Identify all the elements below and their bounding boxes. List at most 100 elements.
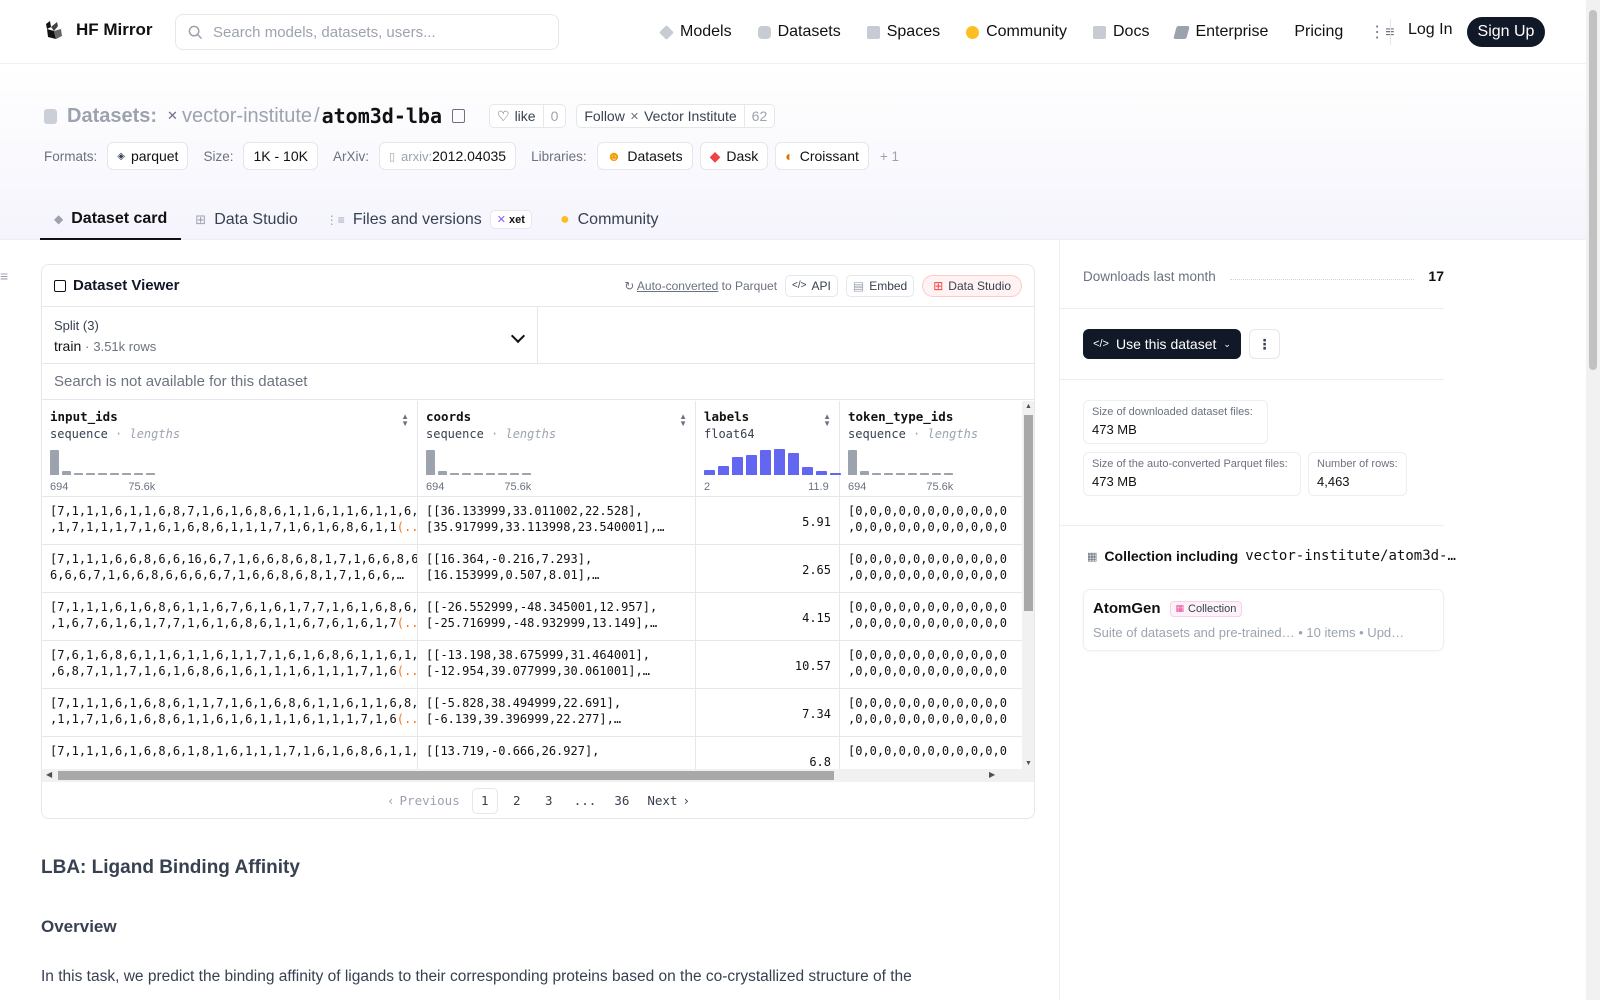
library-dask-chip[interactable]: ◆ Dask bbox=[699, 142, 769, 170]
histogram-bar[interactable] bbox=[872, 473, 881, 475]
histogram-bar[interactable] bbox=[146, 473, 155, 475]
next-page-button[interactable]: Next › bbox=[647, 793, 691, 808]
table-cell[interactable]: [7,6,1,6,8,6,1,1,6,1,1,6,1,1,7,1,6,1,6,8… bbox=[42, 641, 417, 689]
nav-models[interactable]: Models bbox=[659, 20, 732, 44]
table-cell[interactable]: 6.8 bbox=[696, 737, 839, 769]
histogram-bar[interactable] bbox=[774, 449, 785, 475]
histogram-bar[interactable] bbox=[896, 473, 905, 475]
library-datasets-chip[interactable]: ☻ Datasets bbox=[596, 142, 693, 170]
data-studio-button[interactable]: ⊞ Data Studio bbox=[922, 274, 1022, 297]
histogram-bar[interactable] bbox=[462, 473, 471, 475]
table-cell[interactable]: [[-26.552999,-48.345001,12.957], [-25.716… bbox=[418, 593, 695, 641]
page-36[interactable]: 36 bbox=[614, 793, 630, 808]
signup-button[interactable]: Sign Up bbox=[1467, 17, 1545, 47]
scroll-right-icon[interactable]: ▶ bbox=[989, 770, 996, 779]
tab-files[interactable]: ⋮≡ Files and versions ✕ xet bbox=[312, 199, 546, 240]
tab-data-studio[interactable]: ⊞ Data Studio bbox=[195, 210, 298, 228]
prev-page-button[interactable]: ‹ Previous bbox=[386, 793, 460, 808]
histogram-bar[interactable] bbox=[802, 467, 813, 475]
histogram-bar[interactable] bbox=[486, 473, 495, 475]
sort-icon[interactable]: ▲ ▼ bbox=[823, 412, 831, 428]
histogram-bar[interactable] bbox=[884, 473, 893, 475]
nav-enterprise[interactable]: Enterprise bbox=[1173, 20, 1268, 44]
search-input[interactable] bbox=[213, 23, 533, 41]
histogram-bar[interactable] bbox=[474, 473, 483, 475]
table-cell[interactable]: [7,1,1,1,6,1,6,8,6,1,1,7,1,6,1,6,8,6,1,1… bbox=[42, 689, 417, 737]
table-cell[interactable]: 4.15 bbox=[696, 593, 839, 641]
auto-converted-link[interactable]: Auto-converted bbox=[636, 278, 719, 293]
library-croissant-chip[interactable]: ◐ Croissant bbox=[775, 142, 869, 170]
column-header[interactable]: coords sequence · lengths ▲ ▼ 694 75.6k bbox=[418, 401, 695, 497]
histogram-bar[interactable] bbox=[438, 471, 447, 475]
like-button[interactable]: ♡ like 0 bbox=[489, 104, 567, 128]
nav-spaces[interactable]: Spaces bbox=[866, 20, 940, 44]
expand-ellipsis[interactable]: (...) bbox=[396, 616, 417, 630]
more-menu-icon[interactable]: ⋮≡ bbox=[1369, 24, 1395, 41]
table-cell[interactable]: [[-13.198,38.675999,31.464001], [-12.954,… bbox=[418, 641, 695, 689]
table-cell[interactable]: 5.91 bbox=[696, 497, 839, 545]
histogram-bar[interactable] bbox=[110, 473, 119, 475]
login-link[interactable]: Log In bbox=[1408, 21, 1453, 38]
expand-ellipsis[interactable]: (...) bbox=[396, 712, 417, 726]
histogram-bar[interactable] bbox=[860, 471, 869, 475]
table-cell[interactable]: [0,0,0,0,0,0,0,0,0,0,0 bbox=[840, 737, 1022, 769]
column-histogram[interactable] bbox=[50, 449, 155, 475]
histogram-bar[interactable] bbox=[830, 473, 841, 475]
api-button[interactable]: </> API bbox=[785, 274, 838, 297]
tab-community[interactable]: ● Community bbox=[559, 210, 659, 228]
format-chip[interactable]: ◈ parquet bbox=[107, 142, 189, 170]
scroll-down-icon[interactable]: ▼ bbox=[1025, 760, 1032, 767]
search-box[interactable] bbox=[175, 14, 559, 50]
collection-card[interactable]: AtomGen ▦ Collection Suite of datasets and… bbox=[1083, 589, 1444, 651]
scroll-left-icon[interactable]: ◀ bbox=[46, 770, 53, 779]
table-horizontal-scrollbar[interactable]: ◀ ▶ bbox=[42, 769, 1034, 782]
histogram-bar[interactable] bbox=[718, 466, 729, 475]
table-cell[interactable]: [7,1,1,1,6,6,8,6,6,16,6,7,1,6,6,8,6,8,1,… bbox=[42, 545, 417, 593]
nav-community[interactable]: Community bbox=[966, 20, 1067, 44]
nav-docs[interactable]: Docs bbox=[1093, 20, 1149, 44]
histogram-bar[interactable] bbox=[74, 473, 83, 475]
table-cell[interactable]: [[36.133999,33.011002,22.528], [35.917999… bbox=[418, 497, 695, 545]
histogram-bar[interactable] bbox=[760, 450, 771, 475]
split-select[interactable]: Split (3) train · 3.51k rows bbox=[42, 307, 538, 363]
histogram-bar[interactable] bbox=[62, 471, 71, 475]
more-options-button[interactable]: ⋮ bbox=[1249, 329, 1280, 359]
histogram-bar[interactable] bbox=[746, 455, 757, 475]
nav-pricing[interactable]: Pricing bbox=[1294, 23, 1344, 40]
column-histogram[interactable] bbox=[426, 449, 531, 475]
size-chip[interactable]: 1K - 10K bbox=[243, 142, 318, 170]
table-vertical-scrollbar[interactable]: ▲ ▼ bbox=[1022, 401, 1034, 769]
column-header[interactable]: labels float64 ▲ ▼ 2 11.9 bbox=[696, 401, 841, 497]
embed-button[interactable]: ▤ Embed bbox=[845, 274, 915, 297]
histogram-bar[interactable] bbox=[920, 473, 929, 475]
table-cell[interactable]: [[16.364,-0.216,7.293], [16.153999,0.507,… bbox=[418, 545, 695, 593]
histogram-bar[interactable] bbox=[134, 473, 143, 475]
nav-datasets[interactable]: Datasets bbox=[757, 20, 841, 44]
histogram-bar[interactable] bbox=[788, 453, 799, 475]
histogram-bar[interactable] bbox=[86, 473, 95, 475]
more-libraries[interactable]: + 1 bbox=[879, 148, 900, 164]
column-histogram[interactable] bbox=[848, 449, 953, 475]
table-cell[interactable]: [0,0,0,0,0,0,0,0,0,0,0,0,0,0,0,0,0,0,0,0… bbox=[840, 545, 1022, 593]
scroll-up-icon[interactable]: ▲ bbox=[1025, 403, 1032, 410]
table-cell[interactable]: 7.34 bbox=[696, 689, 839, 737]
histogram-bar[interactable] bbox=[932, 473, 941, 475]
sidebar-toggle-icon[interactable]: ≡ bbox=[0, 268, 9, 284]
brand[interactable]: HF Mirror bbox=[42, 18, 153, 42]
table-cell[interactable]: [7,1,1,1,6,1,1,6,8,7,1,6,1,6,8,6,1,1,6,1… bbox=[42, 497, 417, 545]
follow-button[interactable]: Follow ✕ Vector Institute 62 bbox=[576, 104, 776, 128]
table-cell[interactable]: 10.57 bbox=[696, 641, 839, 689]
histogram-bar[interactable] bbox=[522, 473, 531, 475]
histogram-bar[interactable] bbox=[732, 457, 743, 475]
column-histogram[interactable] bbox=[704, 449, 841, 475]
histogram-bar[interactable] bbox=[816, 471, 827, 475]
page-1[interactable]: 1 bbox=[471, 787, 498, 814]
histogram-bar[interactable] bbox=[450, 473, 459, 475]
histogram-bar[interactable] bbox=[908, 473, 917, 475]
histogram-bar[interactable] bbox=[510, 473, 519, 475]
histogram-bar[interactable] bbox=[426, 450, 435, 475]
table-cell[interactable]: [7,1,1,1,6,1,6,8,6,1,1,6,7,6,1,6,1,7,7,1… bbox=[42, 593, 417, 641]
histogram-bar[interactable] bbox=[944, 473, 953, 475]
page-2[interactable]: 2 bbox=[512, 793, 521, 808]
